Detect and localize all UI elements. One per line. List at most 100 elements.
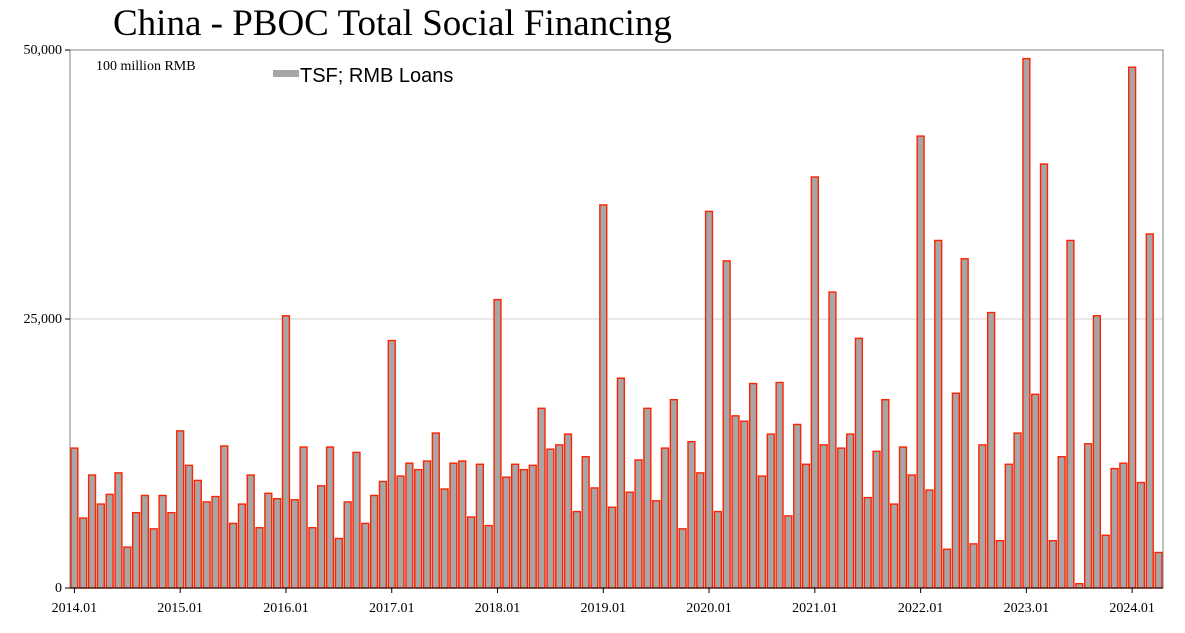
bar (220, 445, 229, 589)
bar (228, 522, 238, 589)
bar (325, 446, 335, 589)
bar (387, 339, 396, 589)
bar (643, 407, 652, 589)
bar (475, 463, 485, 589)
bar (951, 392, 960, 589)
bar (131, 511, 141, 589)
bar (176, 430, 185, 589)
bar (696, 472, 705, 589)
y-tick-label: 25,000 (24, 312, 63, 327)
bar (810, 176, 819, 589)
bar (96, 503, 105, 589)
bar (105, 493, 114, 589)
bar (845, 433, 855, 589)
bar (70, 447, 79, 589)
x-tick-label: 2023.01 (1004, 601, 1050, 616)
x-tick-label: 2018.01 (475, 601, 521, 616)
bar (1039, 163, 1049, 589)
bar (255, 527, 264, 589)
bar (202, 501, 211, 589)
bar (273, 497, 282, 589)
bar (599, 204, 608, 589)
bar (1110, 467, 1119, 589)
bar (740, 420, 749, 589)
bar (123, 546, 132, 589)
x-tick-label: 2024.01 (1109, 601, 1155, 616)
bar (511, 463, 520, 589)
bar (872, 450, 881, 589)
bar (634, 459, 643, 589)
bar (317, 485, 326, 589)
bar (669, 399, 678, 589)
bar (466, 516, 476, 589)
bar (907, 474, 916, 589)
x-tick-label: 2019.01 (581, 601, 627, 616)
bar (793, 423, 802, 589)
bar (79, 517, 88, 589)
chart-title: China - PBOC Total Social Financing (113, 3, 672, 44)
bar (1075, 583, 1084, 589)
bar (149, 528, 158, 589)
bar (361, 522, 370, 589)
bar (378, 480, 388, 589)
bar (837, 447, 846, 589)
bar (555, 444, 564, 589)
bar (1048, 539, 1057, 589)
bar (784, 515, 793, 589)
bar (581, 456, 590, 589)
bar (687, 440, 696, 589)
bar (414, 468, 423, 589)
y-tick-label: 0 (55, 581, 62, 596)
x-tick-label: 2015.01 (157, 601, 203, 616)
bar (1092, 315, 1102, 589)
bar (114, 472, 123, 589)
bar (731, 415, 740, 589)
bar (334, 537, 343, 589)
bar (140, 494, 150, 589)
x-tick-label: 2014.01 (52, 601, 98, 616)
bar (704, 210, 714, 589)
bar (713, 510, 723, 589)
bar (184, 464, 194, 589)
axes: 0 25,000 50,000 2014.01 2015.01 2016.01 2017.0… (24, 43, 1163, 616)
bar (1128, 66, 1137, 589)
bar (607, 506, 617, 589)
bar (1101, 534, 1110, 589)
bar (484, 524, 493, 589)
bar (528, 464, 537, 589)
bar (881, 399, 890, 589)
bar (660, 447, 670, 589)
bar (352, 451, 361, 589)
bar (281, 315, 291, 589)
y-tick-label: 50,000 (24, 43, 63, 58)
bar (1119, 462, 1128, 589)
bar (986, 311, 996, 589)
bar (1145, 233, 1154, 589)
bar (167, 511, 176, 589)
bar (1066, 239, 1075, 589)
bar (616, 377, 626, 589)
bar (369, 494, 379, 589)
bar (960, 258, 969, 589)
bar (519, 468, 529, 589)
bar (422, 460, 432, 589)
bar (1004, 463, 1013, 589)
bar (343, 501, 352, 589)
bar (775, 381, 784, 589)
bar (211, 495, 220, 589)
bar (819, 444, 828, 589)
bar (431, 432, 440, 589)
bar (925, 489, 934, 589)
bar (890, 503, 899, 589)
bar (625, 491, 634, 589)
bar (237, 503, 247, 589)
legend: TSF; RMB Loans (273, 65, 453, 87)
bar (854, 337, 864, 589)
bar (942, 548, 952, 589)
bar (458, 460, 467, 589)
bar (863, 496, 872, 589)
bar (766, 433, 775, 589)
bar (1013, 432, 1022, 589)
bar (757, 475, 767, 589)
